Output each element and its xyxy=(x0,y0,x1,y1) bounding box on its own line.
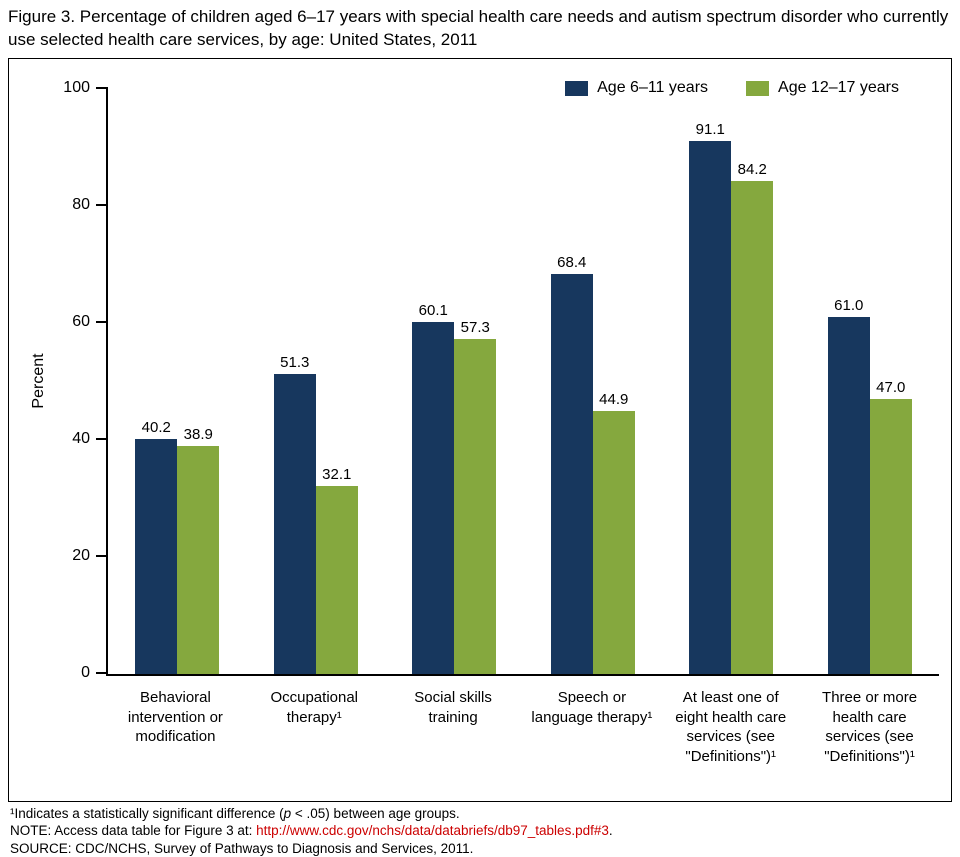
y-tick-label: 40 xyxy=(72,430,90,447)
bar-value-label: 61.0 xyxy=(834,297,864,315)
bar-wrap: 40.2 xyxy=(135,418,178,674)
legend-swatch-age-12-17 xyxy=(746,80,770,96)
bar-value-label: 32.1 xyxy=(322,466,352,484)
bar-age-12-17 xyxy=(869,399,912,674)
y-tick: 60 xyxy=(72,313,108,330)
y-tick: 20 xyxy=(72,547,108,564)
y-tick-label: 60 xyxy=(72,313,90,330)
bar-value-label: 44.9 xyxy=(599,391,629,409)
bar-wrap: 38.9 xyxy=(177,426,220,674)
y-tick: 100 xyxy=(63,79,108,96)
footnotes: ¹Indicates a statistically significant d… xyxy=(10,805,954,857)
bar-wrap: 84.2 xyxy=(731,161,774,674)
footnote-significance-pre: ¹Indicates a statistically significant d… xyxy=(10,806,284,821)
y-tick-label: 20 xyxy=(72,547,90,564)
bar-wrap: 57.3 xyxy=(454,318,497,674)
bar-value-label: 40.2 xyxy=(141,418,171,436)
category-label: Social skills training xyxy=(414,689,492,726)
bar-wrap: 47.0 xyxy=(869,379,912,674)
y-tick: 0 xyxy=(81,664,108,681)
plot-wrap: 0 20 40 60 80 100 40.2 38.9 51.3 32.1 60.1 57.3 68.4… xyxy=(63,79,940,766)
bar-wrap: 60.1 xyxy=(412,302,455,674)
bar-value-label: 57.3 xyxy=(460,318,490,336)
bar-age-6-11 xyxy=(273,373,316,674)
bar-value-label: 91.1 xyxy=(695,121,725,139)
bar-group: 40.2 38.9 xyxy=(108,89,247,674)
bar-age-6-11 xyxy=(412,322,455,674)
y-tick-label: 0 xyxy=(81,664,90,681)
footnote-note-prefix: NOTE: Access data table for Figure 3 at: xyxy=(10,823,257,839)
bar-group: 51.3 32.1 xyxy=(247,89,386,674)
bar-value-label: 84.2 xyxy=(737,161,767,179)
legend-swatch-age-6-11 xyxy=(565,80,589,96)
footnote-significance-p: p xyxy=(283,806,292,821)
bar-value-label: 47.0 xyxy=(876,379,906,397)
bar-age-6-11 xyxy=(135,438,178,674)
bar-age-6-11 xyxy=(550,273,593,674)
chart-panel: Age 6–11 years Age 12–17 years Percent 0… xyxy=(8,58,952,802)
y-tick: 40 xyxy=(72,430,108,447)
category-label: Speech or language therapy¹ xyxy=(531,689,653,726)
bar-wrap: 44.9 xyxy=(592,391,635,674)
bar-age-6-11 xyxy=(827,317,870,674)
legend-label-age-6-11: Age 6–11 years xyxy=(597,79,709,96)
bar-age-12-17 xyxy=(454,338,497,674)
footnote-note-suffix: . xyxy=(608,823,613,839)
legend-item-age-12-17: Age 12–17 years xyxy=(746,79,899,97)
bar-age-6-11 xyxy=(689,141,732,674)
figure-title: Figure 3. Percentage of children aged 6–… xyxy=(8,7,949,49)
bar-age-12-17 xyxy=(592,411,635,674)
bar-wrap: 91.1 xyxy=(689,121,732,674)
footnote-source: SOURCE: CDC/NCHS, Survey of Pathways to … xyxy=(10,840,474,856)
y-tick-label: 80 xyxy=(72,196,90,213)
y-tick: 80 xyxy=(72,196,108,213)
bar-wrap: 61.0 xyxy=(827,297,870,674)
bar-age-12-17 xyxy=(315,486,358,674)
bar-age-12-17 xyxy=(177,446,220,674)
bar-group: 68.4 44.9 xyxy=(524,89,663,674)
y-axis-title: Percent xyxy=(30,353,47,409)
legend-item-age-6-11: Age 6–11 years xyxy=(565,79,708,97)
category-label: Three or more health care services (see … xyxy=(822,689,918,765)
plot-area: 0 20 40 60 80 100 40.2 38.9 51.3 32.1 60.1 57.3 68.4… xyxy=(63,79,940,681)
y-tick-label: 100 xyxy=(63,79,90,96)
category-label: Occupational therapy¹ xyxy=(270,689,359,726)
bar-wrap: 51.3 xyxy=(273,353,316,674)
bar-value-label: 38.9 xyxy=(183,426,213,444)
category-labels: Behavioral intervention or modification O… xyxy=(106,676,939,766)
category-label: Behavioral intervention or modification xyxy=(127,689,223,745)
bar-value-label: 60.1 xyxy=(418,302,448,320)
legend-label-age-12-17: Age 12–17 years xyxy=(778,79,899,96)
bar-group: 60.1 57.3 xyxy=(385,89,524,674)
footnote-significance: ¹Indicates a statistically significant d… xyxy=(10,805,954,822)
category-label: At least one of eight health care servic… xyxy=(675,689,787,765)
bar-group: 61.0 47.0 xyxy=(801,89,940,674)
bar-group: 91.1 84.2 xyxy=(662,89,801,674)
bar-age-12-17 xyxy=(731,181,774,674)
footnote-significance-post: < .05) between age groups. xyxy=(291,806,460,821)
bar-value-label: 51.3 xyxy=(280,353,310,371)
legend: Age 6–11 years Age 12–17 years xyxy=(565,79,899,97)
data-table-link[interactable]: http://www.cdc.gov/nchs/data/databriefs/… xyxy=(256,823,609,839)
bar-value-label: 68.4 xyxy=(557,253,587,271)
bar-wrap: 68.4 xyxy=(550,253,593,674)
footnote-note: NOTE: Access data table for Figure 3 at:… xyxy=(10,822,954,839)
bar-wrap: 32.1 xyxy=(315,466,358,674)
